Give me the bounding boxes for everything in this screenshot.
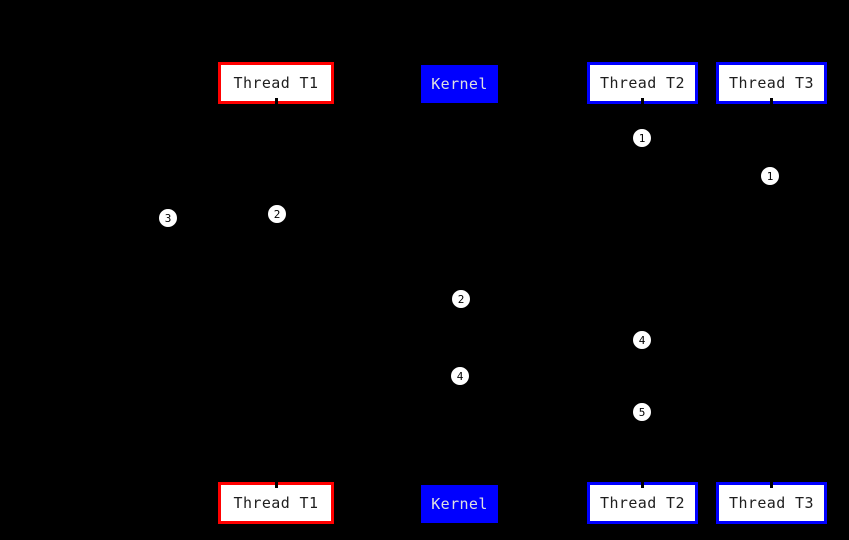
step-marker-number: 4: [638, 333, 646, 347]
lifeline-notch-thread-t3-top: [770, 98, 773, 105]
entity-label-thread-t3-bottom: Thread T3: [729, 494, 814, 512]
entity-label-thread-t2-bottom: Thread T2: [600, 494, 685, 512]
entity-label-thread-t2-top: Thread T2: [600, 74, 685, 92]
entity-label-kernel-bottom: Kernel: [431, 495, 488, 513]
entity-box-kernel-top: Kernel: [421, 65, 498, 103]
step-marker-5: 5: [632, 402, 652, 422]
entity-box-thread-t1-bottom: Thread T1: [218, 482, 334, 524]
step-marker-1: 1: [760, 166, 780, 186]
lifeline-notch-thread-t1-top: [274, 98, 278, 105]
entity-box-thread-t2-bottom: Thread T2: [587, 482, 698, 524]
entity-label-thread-t1-top: Thread T1: [233, 74, 319, 92]
step-marker-number: 3: [164, 211, 172, 225]
entity-box-thread-t1-top: Thread T1: [218, 62, 334, 104]
step-marker-3: 3: [158, 208, 178, 228]
step-marker-1: 1: [632, 128, 652, 148]
entity-box-thread-t2-top: Thread T2: [587, 62, 698, 104]
step-marker-number: 2: [273, 207, 281, 221]
step-marker-number: 4: [456, 369, 464, 383]
step-marker-number: 5: [638, 405, 646, 419]
lifeline-notch-thread-t1-bottom: [274, 481, 278, 488]
lifeline-notch-thread-t2-top: [641, 98, 644, 105]
step-marker-number: 1: [766, 169, 774, 183]
lifeline-notch-thread-t2-bottom: [641, 481, 644, 488]
step-marker-2: 2: [267, 204, 287, 224]
step-marker-number: 1: [638, 131, 646, 145]
step-marker-2: 2: [451, 289, 471, 309]
lifeline-notch-thread-t3-bottom: [770, 481, 773, 488]
entity-box-thread-t3-top: Thread T3: [716, 62, 827, 104]
step-marker-4: 4: [632, 330, 652, 350]
entity-label-thread-t3-top: Thread T3: [729, 74, 814, 92]
entity-label-kernel-top: Kernel: [431, 75, 488, 93]
step-marker-4: 4: [450, 366, 470, 386]
entity-label-thread-t1-bottom: Thread T1: [233, 494, 319, 512]
entity-box-kernel-bottom: Kernel: [421, 485, 498, 523]
entity-box-thread-t3-bottom: Thread T3: [716, 482, 827, 524]
step-marker-number: 2: [457, 292, 465, 306]
